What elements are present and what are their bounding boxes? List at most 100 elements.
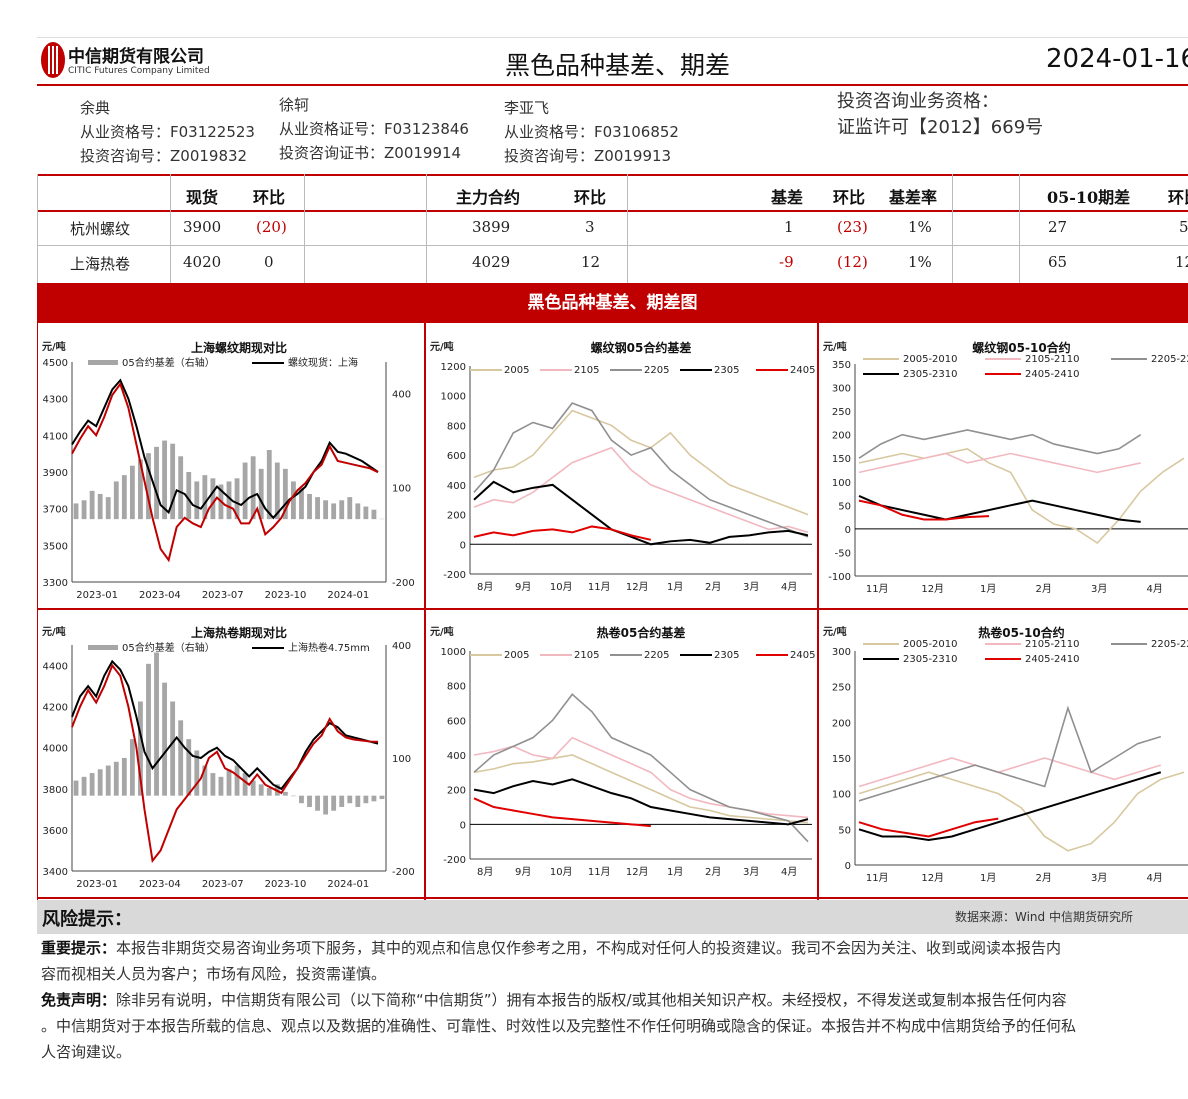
series-line-2205-2210: [858, 705, 1162, 802]
basis-bar: [323, 795, 329, 815]
x-tick-label: 2023-01: [76, 590, 118, 601]
x-tick-label: 2月: [1036, 872, 1052, 884]
y-tick-label: 4400: [43, 662, 68, 673]
axis-unit: 元/吨: [823, 340, 847, 353]
analyst-1: 余典 从业资格号：F03122523 投资咨询号：Z0019832: [80, 96, 255, 168]
basis-bar: [89, 490, 95, 520]
basis-bar: [129, 465, 135, 520]
th-spread: 05-10期差: [1047, 188, 1131, 207]
series-line-2105: [473, 446, 809, 534]
analyst-3-line1: 从业资格号：F03106852: [504, 123, 679, 141]
th-spread-chg: 环比: [1168, 188, 1188, 207]
chart-rebar-05-10-spread: 元/吨 螺纹钢05-10合约 350 300 250 200 150 100 50 0 -50 -10…: [819, 326, 1188, 606]
x-tick-label: 4月: [1147, 872, 1163, 884]
legend-label: 2205: [644, 650, 669, 661]
analyst-2: 徐轲 从业资格证号：F03123846 投资咨询证书：Z0019914: [279, 93, 469, 165]
row-main: 4029: [472, 253, 511, 271]
x-tick-label: 2月: [705, 866, 721, 878]
series-line-2305-2310: [858, 771, 1162, 842]
header-rule: [37, 84, 1188, 86]
legend-label: 2105: [574, 365, 599, 376]
axis-unit: 元/吨: [430, 625, 454, 638]
y-tick-label: -50: [835, 548, 851, 559]
x-tick-label: 3月: [743, 581, 759, 593]
series-line-2105-2110: [858, 757, 1162, 788]
row-basis-chg: (23): [837, 218, 868, 236]
y-tick-label: 250: [832, 407, 851, 418]
legend-label: 螺纹现货：上海: [288, 356, 358, 369]
basis-bar: [242, 773, 248, 796]
y-tick-label: 800: [447, 682, 466, 693]
legend-label: 2205: [644, 365, 669, 376]
x-tick-label: 4月: [781, 866, 797, 878]
y-tick-label: 200: [447, 511, 466, 522]
top-border: [37, 37, 1188, 38]
th-basis-rate: 基差率: [889, 188, 938, 207]
y2-tick-label: 100: [392, 754, 411, 765]
th-spot: 现货: [186, 188, 219, 207]
row-spread-chg: 5: [1179, 218, 1188, 236]
y-tick-label: 300: [832, 384, 851, 395]
table-vline: [426, 174, 427, 283]
table-vline: [1019, 174, 1020, 283]
axis-unit: 元/吨: [42, 625, 66, 638]
x-tick-label: 4月: [781, 581, 797, 593]
qualification-line2: 证监许可【2012】669号: [837, 117, 1044, 138]
th-spot-chg: 环比: [253, 188, 286, 207]
table-vline: [627, 174, 628, 283]
data-source: 数据来源：Wind 中信期货研究所: [955, 910, 1133, 924]
y-tick-label: 1000: [441, 647, 466, 658]
section-title: 黑色品种基差、期差图: [37, 283, 1188, 323]
important-text: 本报告非期货交易咨询业务项下服务，其中的观点和信息仅作参考之用，不构成对任何人的…: [116, 939, 1062, 957]
series-line-futures: [71, 663, 379, 864]
disclaimer: 免责声明：除非另有说明，中信期货有限公司（以下简称“中信期货”）拥有本报告的版权…: [41, 987, 1188, 1013]
series-line-2005: [473, 754, 809, 824]
y-tick-label: 400: [447, 751, 466, 762]
basis-bar: [363, 506, 369, 520]
basis-bar: [162, 440, 168, 520]
x-tick-label: 2023-10: [265, 590, 307, 601]
chart-grid-line: [37, 608, 1188, 610]
basis-bar: [81, 500, 87, 520]
legend-label: 05合约基差（右轴）: [122, 641, 215, 654]
basis-bar: [178, 720, 184, 796]
y-tick-label: 3300: [43, 578, 68, 589]
y-tick-label: 150: [832, 754, 851, 765]
analyst-3: 李亚飞 从业资格号：F03106852 投资咨询号：Z0019913: [504, 96, 679, 168]
important-notice-cont: 容而视相关人员为客户；市场有风险，投资需谨慎。: [41, 965, 387, 983]
y-tick-label: 200: [832, 431, 851, 442]
report-date: 2024-01-16: [1046, 44, 1188, 74]
x-tick-label: 2月: [1036, 583, 1052, 595]
basis-bar: [355, 795, 361, 807]
table-header-rule: [37, 210, 1188, 212]
basis-bar: [347, 497, 353, 520]
basis-bar: [210, 773, 216, 796]
y-tick-label: 250: [832, 683, 851, 694]
basis-bar: [379, 795, 385, 800]
basis-bar: [105, 765, 111, 796]
y-tick-label: 1200: [441, 362, 466, 373]
basis-bar: [274, 462, 280, 520]
table-vline: [952, 174, 953, 283]
basis-bar: [234, 765, 240, 796]
row-basis: -9: [779, 253, 794, 271]
y-tick-label: 350: [832, 360, 851, 371]
y-tick-label: 800: [447, 421, 466, 432]
legend-label: 2305-2310: [903, 369, 958, 380]
basis-bar: [129, 739, 135, 796]
y-tick-label: 3900: [43, 468, 68, 479]
legend-label: 2005-2010: [903, 639, 958, 650]
y-tick-label: 0: [845, 861, 851, 872]
row-main-chg: 12: [581, 253, 601, 271]
axis-unit: 元/吨: [42, 340, 66, 353]
chart-hrc-05-10-spread: 元/吨 热卷05-10合约 300 250 200 150 100 50 0 11月 12月 1月 2月…: [819, 611, 1188, 896]
basis-bar: [226, 769, 232, 796]
th-main: 主力合约: [456, 188, 521, 207]
table-top-rule: [37, 174, 1188, 176]
risk-label: 风险提示：: [42, 909, 132, 930]
x-tick-label: 9月: [515, 581, 531, 593]
y-tick-label: 150: [832, 454, 851, 465]
series-line-2405-2410: [858, 817, 999, 838]
x-tick-label: 9月: [515, 866, 531, 878]
qualification-line1: 投资咨询业务资格：: [837, 91, 999, 112]
